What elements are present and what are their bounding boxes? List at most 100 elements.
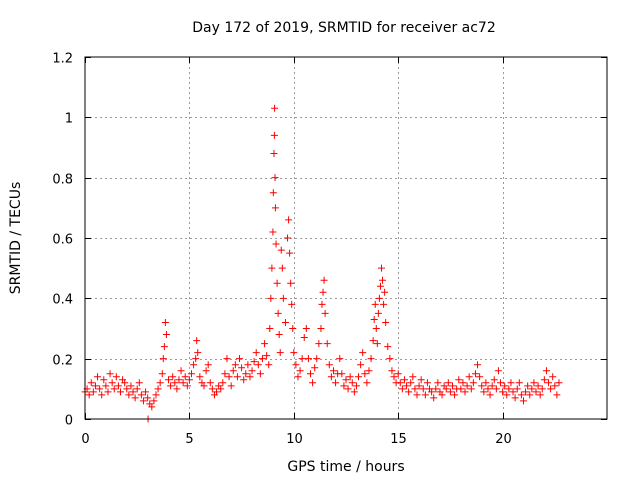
data-point <box>296 367 304 375</box>
data-point <box>288 300 296 308</box>
data-point <box>365 367 373 375</box>
data-point <box>315 340 323 348</box>
data-point <box>294 373 302 381</box>
data-point <box>342 376 350 384</box>
data-point <box>179 379 187 387</box>
chart-title: Day 172 of 2019, SRMTID for receiver ac7… <box>192 20 496 36</box>
data-point <box>505 385 513 393</box>
data-point <box>526 391 534 399</box>
data-point <box>274 309 282 317</box>
y-tick-label: 1.2 <box>52 52 73 67</box>
data-point <box>382 318 390 326</box>
data-point <box>457 385 465 393</box>
data-point <box>142 388 150 396</box>
data-point <box>304 355 312 363</box>
data-point <box>513 385 521 393</box>
data-point <box>161 318 169 326</box>
data-point <box>187 370 195 378</box>
data-point <box>484 385 492 393</box>
data-point <box>162 331 170 339</box>
data-point <box>278 264 286 272</box>
data-point <box>258 355 266 363</box>
y-tick-label: 0.4 <box>52 293 73 308</box>
data-point <box>227 382 235 390</box>
data-point <box>204 361 212 369</box>
data-point <box>185 376 193 384</box>
data-point <box>238 364 246 372</box>
data-point <box>390 373 398 381</box>
data-point <box>488 382 496 390</box>
data-point <box>196 373 204 381</box>
data-point <box>417 376 425 384</box>
data-point <box>532 388 540 396</box>
data-point <box>442 385 450 393</box>
data-point <box>463 382 471 390</box>
data-point <box>400 376 408 384</box>
data-point <box>286 249 294 257</box>
grid-lines <box>85 57 607 419</box>
x-tick-label: 15 <box>390 432 407 447</box>
data-point <box>318 300 326 308</box>
data-point <box>177 367 185 375</box>
data-point <box>536 391 544 399</box>
data-point <box>106 370 114 378</box>
data-point <box>271 104 279 112</box>
data-point <box>213 388 221 396</box>
y-tick-label: 1 <box>65 112 73 127</box>
data-point <box>534 382 542 390</box>
data-point <box>386 355 394 363</box>
data-point <box>376 282 384 290</box>
data-point <box>137 391 145 399</box>
data-point <box>524 382 532 390</box>
data-point <box>325 361 333 369</box>
data-point <box>223 355 231 363</box>
data-point <box>154 385 162 393</box>
data-point <box>284 234 292 242</box>
data-point <box>388 367 396 375</box>
x-tick-label: 0 <box>81 432 89 447</box>
data-point <box>340 382 348 390</box>
data-point <box>405 388 413 396</box>
data-point <box>538 385 546 393</box>
data-point <box>152 391 160 399</box>
data-point <box>471 370 479 378</box>
data-point <box>369 337 377 345</box>
data-point <box>292 361 300 369</box>
data-point <box>219 379 227 387</box>
data-point <box>403 382 411 390</box>
data-point <box>156 379 164 387</box>
data-point <box>160 343 168 351</box>
data-point <box>528 385 536 393</box>
data-point <box>311 364 319 372</box>
data-point <box>467 385 475 393</box>
data-point <box>271 174 279 182</box>
data-point <box>394 370 402 378</box>
data-point <box>279 294 287 302</box>
data-point <box>229 367 237 375</box>
data-point <box>271 204 279 212</box>
data-point <box>307 370 315 378</box>
data-point <box>499 388 507 396</box>
data-point <box>415 382 423 390</box>
data-point <box>300 334 308 342</box>
data-point <box>434 379 442 387</box>
data-point <box>517 391 525 399</box>
data-point <box>444 379 452 387</box>
data-point <box>419 385 427 393</box>
data-point <box>320 276 328 284</box>
data-point <box>275 331 283 339</box>
data-point <box>371 300 379 308</box>
data-point <box>309 379 317 387</box>
data-point <box>102 382 110 390</box>
data-point <box>133 385 141 393</box>
data-point <box>272 240 280 248</box>
data-point <box>317 325 325 332</box>
data-point <box>167 382 175 390</box>
data-point <box>407 379 415 387</box>
data-point <box>270 131 278 139</box>
data-point <box>242 370 250 378</box>
data-point <box>428 388 436 396</box>
data-point <box>503 391 511 399</box>
data-point <box>289 325 297 332</box>
data-point <box>110 385 118 393</box>
